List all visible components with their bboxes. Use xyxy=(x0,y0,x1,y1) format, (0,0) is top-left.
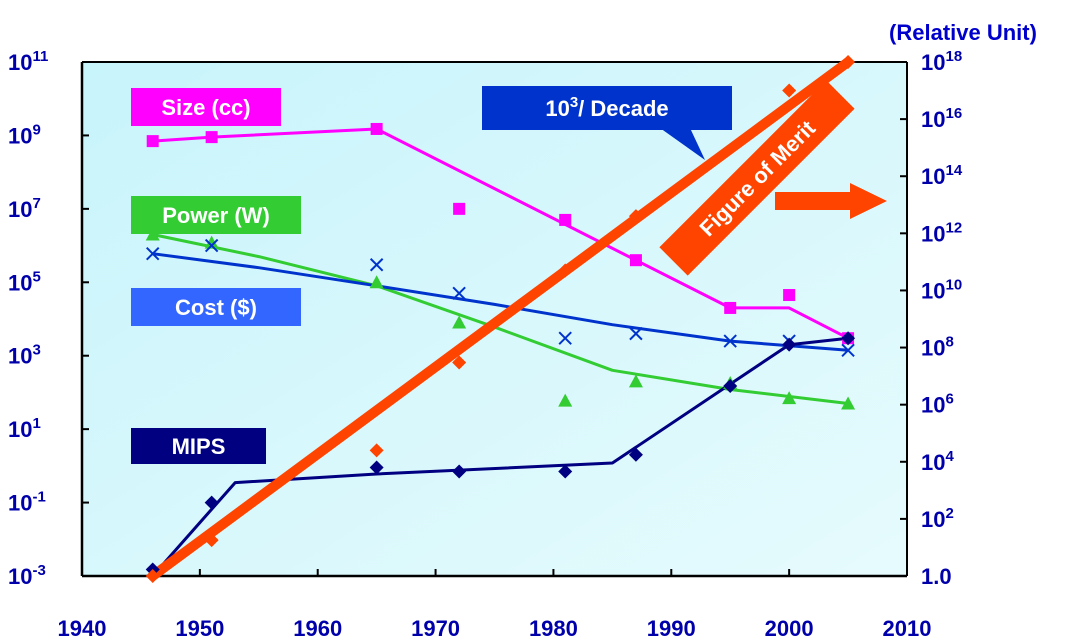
y-right-tick-label: 1016 xyxy=(921,105,962,132)
y-right-tick-label: 106 xyxy=(921,391,954,418)
data-point-series-0 xyxy=(724,302,736,314)
y-right-tick-label: 1018 xyxy=(921,48,962,75)
data-point-series-0 xyxy=(371,123,383,135)
data-point-series-0 xyxy=(147,135,159,147)
x-tick-label: 1980 xyxy=(529,616,578,641)
y-left-tick-label: 10-3 xyxy=(8,562,46,589)
data-point-series-0 xyxy=(453,203,465,215)
data-point-series-0 xyxy=(206,131,218,143)
label-power-text: Power (W) xyxy=(162,203,270,228)
data-point-series-0 xyxy=(783,289,795,301)
label-size-text: Size (cc) xyxy=(161,95,250,120)
label-size: Size (cc) xyxy=(131,88,281,126)
x-tick-label: 1990 xyxy=(647,616,696,641)
x-tick-label: 1970 xyxy=(411,616,460,641)
y-right-tick-label: 1012 xyxy=(921,219,962,246)
y-right-tick-label: 104 xyxy=(921,448,954,475)
y-left-tick-label: 10-1 xyxy=(8,489,46,516)
x-tick-label: 1960 xyxy=(293,616,342,641)
x-tick-label: 1940 xyxy=(58,616,107,641)
right-axis-unit-note: (Relative Unit) xyxy=(889,20,1037,45)
label-cost: Cost ($) xyxy=(131,288,301,326)
label-mips-text: MIPS xyxy=(172,434,226,459)
y-left-tick-label: 107 xyxy=(8,195,41,222)
y-left-tick-label: 109 xyxy=(8,121,41,148)
x-tick-label: 1950 xyxy=(175,616,224,641)
data-point-series-0 xyxy=(559,214,571,226)
label-power: Power (W) xyxy=(131,196,301,234)
x-tick-label: 2000 xyxy=(765,616,814,641)
y-left-tick-label: 105 xyxy=(8,268,41,295)
y-right-tick-label: 108 xyxy=(921,334,954,361)
y-right-tick-label: 1014 xyxy=(921,162,963,189)
data-point-series-0 xyxy=(630,254,642,266)
x-tick-label: 2010 xyxy=(883,616,932,641)
y-left-tick-label: 103 xyxy=(8,342,41,369)
y-left-tick-label: 1011 xyxy=(8,48,48,75)
label-cost-text: Cost ($) xyxy=(175,295,257,320)
y-left-tick-label: 101 xyxy=(8,415,41,442)
label-decade-text: 103/ Decade xyxy=(545,94,668,121)
y-right-tick-label: 102 xyxy=(921,505,954,532)
y-right-tick-label: 1.0 xyxy=(921,564,952,589)
label-mips: MIPS xyxy=(131,428,266,464)
y-right-tick-label: 1010 xyxy=(921,276,962,303)
